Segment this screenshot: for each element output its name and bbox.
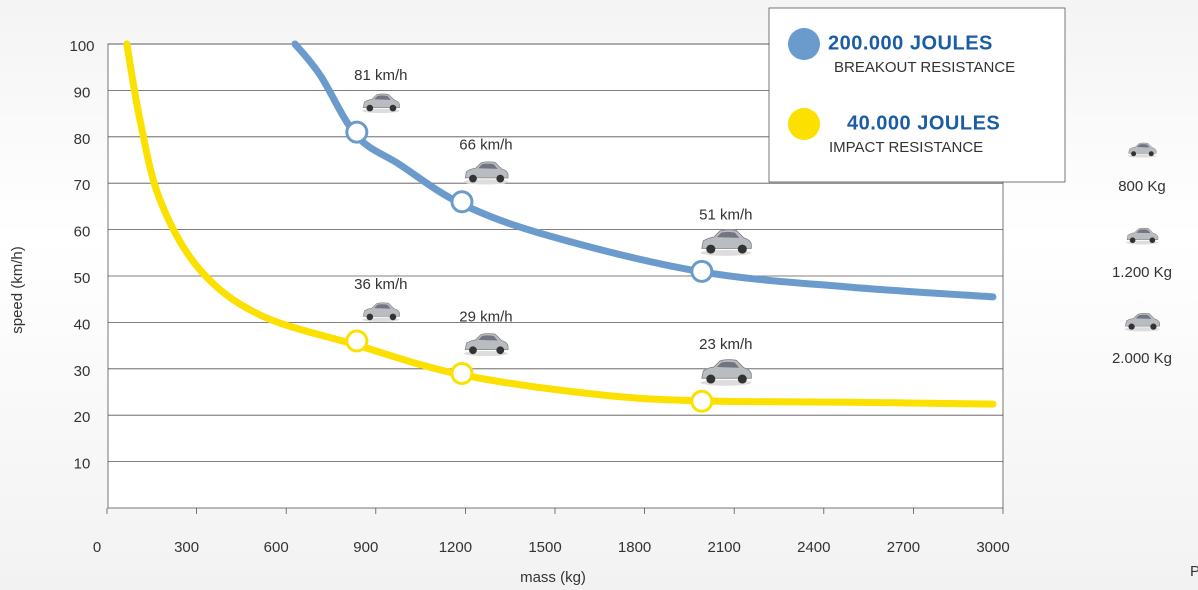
x-tick-label: 3000 [976,539,1009,556]
x-axis-label: mass (kg) [520,569,586,586]
data-point [452,363,472,383]
data-point [452,192,472,212]
x-tick-label: 0 [93,539,101,556]
legend-name: 40.000 JOULES [847,112,1000,134]
car-wheel [706,375,715,384]
y-tick-label: 30 [74,363,91,380]
y-tick-label: 90 [74,84,91,101]
chart: speed (km/h) mass (kg) P 10 20 30 40 50 60 70 8… [0,0,1198,590]
data-label: 23 km/h [699,336,752,353]
car-icon [1126,228,1158,244]
vehicle-label: 1.200 Kg [1112,264,1172,281]
y-axis-label: speed (km/h) [9,246,26,334]
legend-description: BREAKOUT RESISTANCE [834,59,1015,76]
car-icon [1128,143,1157,158]
data-label: 66 km/h [459,137,512,154]
y-tick-label: 70 [74,177,91,194]
y-tick-label: 50 [74,270,91,287]
data-point [347,122,367,142]
y-tick-label: 80 [74,131,91,148]
x-tick-label: 1500 [528,539,561,556]
data-point [347,331,367,351]
car-wheel [496,346,504,354]
x-tick-label: 900 [353,539,378,556]
car-wheel [1128,324,1134,330]
car-wheel [738,245,747,254]
car-wheel [469,346,477,354]
data-point [692,391,712,411]
car-wheel [738,375,747,384]
car-wheel [1131,151,1136,156]
data-label: 36 km/h [354,276,407,293]
car-wheel [496,175,504,183]
car-wheel [1150,237,1156,243]
legend-swatch [788,28,820,60]
car-wheel [390,105,397,112]
car-wheel [1149,151,1154,156]
legend-description: IMPACT RESISTANCE [829,139,983,156]
footer-fragment: P [1190,563,1198,580]
data-label: 29 km/h [459,308,512,325]
y-tick-label: 100 [69,38,94,55]
x-tick-label: 2700 [887,539,920,556]
data-point [692,261,712,281]
y-tick-label: 60 [74,224,91,241]
car-wheel [390,314,397,321]
car-wheel [367,314,374,321]
x-tick-label: 600 [264,539,289,556]
data-label: 81 km/h [354,67,407,84]
x-tick-label: 2100 [708,539,741,556]
vehicle-label: 800 Kg [1118,178,1166,195]
vehicle-label: 2.000 Kg [1112,350,1172,367]
x-tick-label: 1800 [618,539,651,556]
car-icon [1124,313,1159,331]
car-wheel [706,245,715,254]
y-tick-label: 20 [74,409,91,426]
data-label: 51 km/h [699,206,752,223]
x-tick-label: 1200 [439,539,472,556]
car-wheel [469,175,477,183]
legend-swatch [788,108,820,140]
y-tick-label: 10 [74,456,91,473]
car-wheel [1130,237,1136,243]
car-wheel [367,105,374,112]
y-tick-label: 40 [74,316,91,333]
x-tick-label: 300 [174,539,199,556]
legend-name: 200.000 JOULES [828,32,993,54]
x-tick-label: 2400 [797,539,830,556]
car-wheel [1150,324,1156,330]
